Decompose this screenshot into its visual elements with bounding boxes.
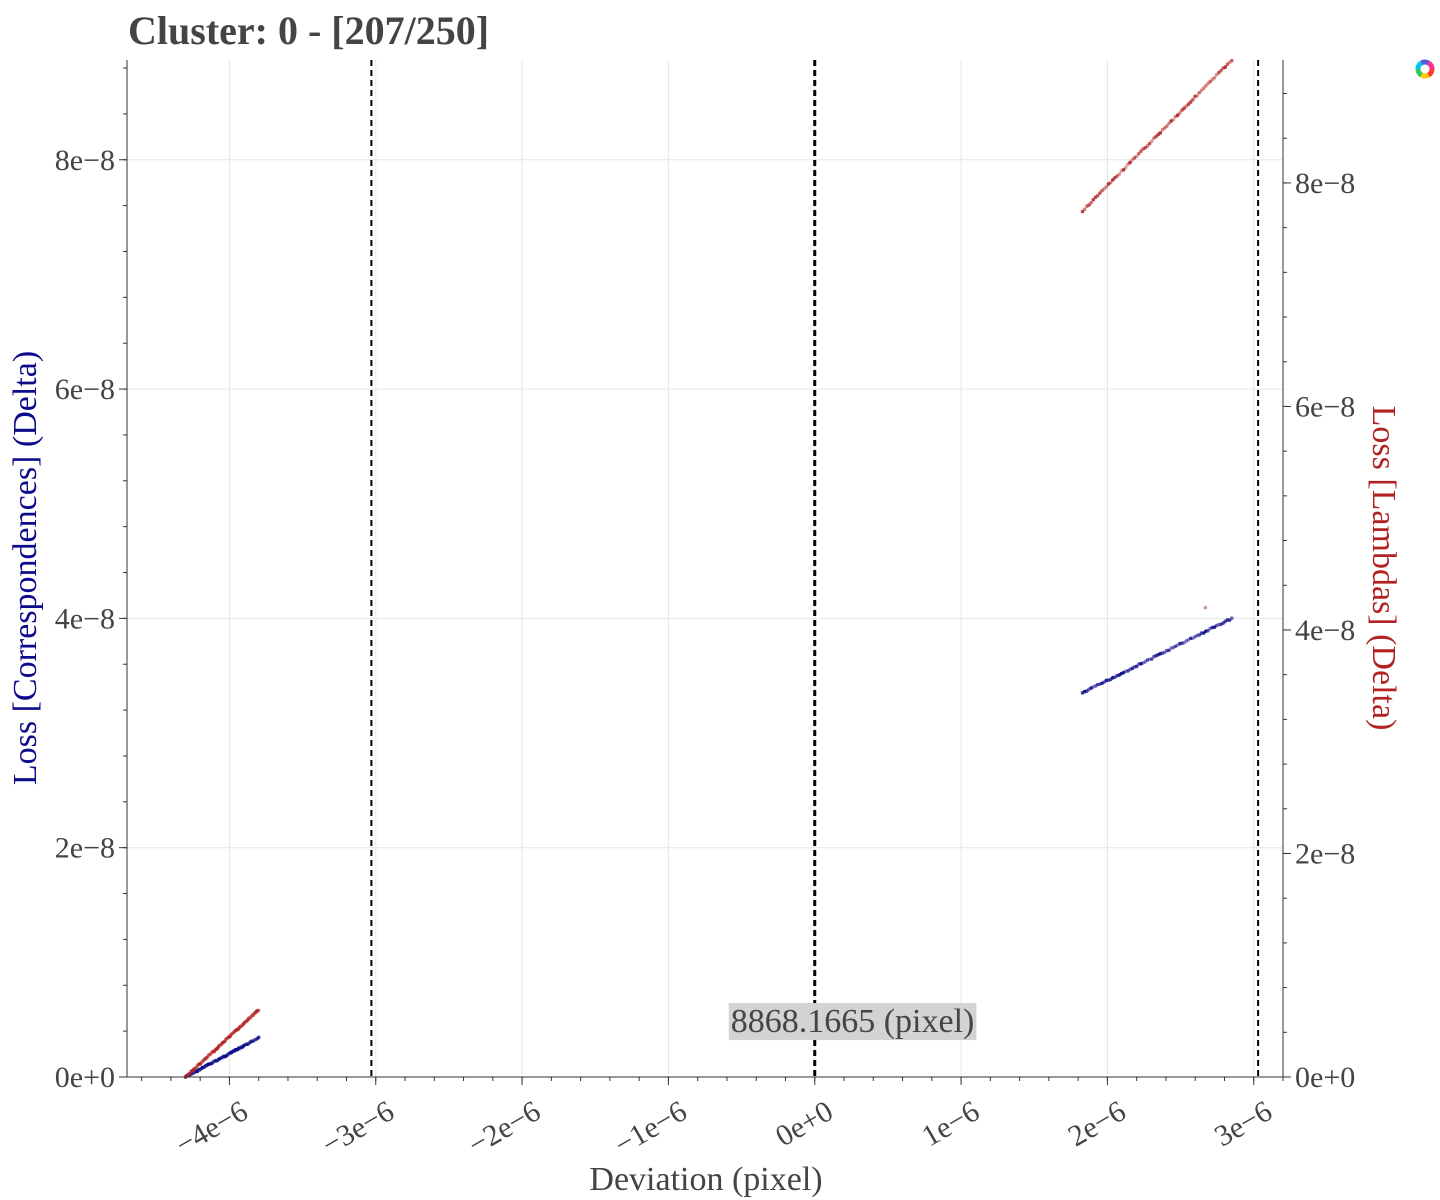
data-point bbox=[1115, 174, 1119, 178]
data-point bbox=[255, 1009, 260, 1013]
annotation-label: 8868.1665 (pixel) bbox=[731, 1003, 975, 1040]
data-point bbox=[1223, 65, 1228, 69]
data-point bbox=[204, 1055, 209, 1060]
color-wheel-icon[interactable] bbox=[1415, 59, 1435, 79]
data-point bbox=[242, 1043, 246, 1048]
data-point bbox=[1134, 664, 1139, 669]
y-left-tick-label: 8e−8 bbox=[55, 144, 115, 177]
y-right-tick-label: 4e−8 bbox=[1295, 614, 1355, 647]
y-right-tick-label: 6e−8 bbox=[1295, 390, 1355, 423]
data-point bbox=[1089, 686, 1093, 690]
x-axis-label: Deviation (pixel) bbox=[589, 1161, 822, 1198]
data-point bbox=[1188, 636, 1193, 641]
y-right-tick-label: 8e−8 bbox=[1295, 167, 1355, 200]
data-point bbox=[1111, 178, 1115, 182]
data-point bbox=[1199, 88, 1204, 93]
data-point bbox=[1136, 151, 1141, 156]
data-point bbox=[1128, 160, 1132, 165]
data-point bbox=[1091, 197, 1096, 202]
data-point bbox=[1191, 97, 1195, 102]
y-left-tick-label: 4e−8 bbox=[55, 602, 115, 635]
data-point bbox=[1134, 154, 1139, 159]
data-point bbox=[1108, 180, 1113, 185]
data-point bbox=[1188, 100, 1193, 104]
data-point bbox=[1197, 90, 1202, 95]
axes bbox=[123, 60, 1287, 1081]
data-point bbox=[1095, 193, 1100, 198]
data-point bbox=[1139, 149, 1143, 154]
data-point bbox=[1204, 84, 1208, 88]
data-point bbox=[1089, 200, 1093, 205]
data-point bbox=[1182, 106, 1186, 110]
data-point bbox=[1121, 670, 1126, 675]
data-point bbox=[1149, 139, 1154, 144]
y-right-axis-ticks: 0e+0 2e−8 4e−8 6e−8 8e−8 bbox=[1283, 167, 1355, 1094]
data-point bbox=[1080, 209, 1085, 214]
data-point bbox=[251, 1039, 256, 1044]
data-point bbox=[1178, 111, 1182, 115]
y-right-axis-label: Loss [Lambdas] (Delta) bbox=[1365, 406, 1402, 731]
y-right-tick-label: 2e−8 bbox=[1295, 837, 1355, 870]
data-point bbox=[1201, 86, 1206, 91]
data-point bbox=[1145, 144, 1150, 148]
y-left-axis-ticks: 0e+0 2e−8 4e−8 6e−8 8e−8 bbox=[55, 144, 127, 1094]
data-point bbox=[256, 1035, 261, 1040]
data-point bbox=[1121, 167, 1126, 172]
grid bbox=[127, 60, 1283, 1078]
data-point bbox=[1169, 119, 1174, 123]
data-point bbox=[1082, 207, 1087, 212]
data-point bbox=[1219, 68, 1223, 73]
data-point bbox=[1117, 172, 1122, 177]
data-point bbox=[1175, 113, 1180, 117]
data-point bbox=[1158, 131, 1163, 135]
data-point bbox=[1195, 93, 1199, 98]
y-left-tick-label: 0e+0 bbox=[55, 1061, 115, 1094]
y-left-tick-label: 6e−8 bbox=[55, 373, 115, 406]
data-point bbox=[1229, 616, 1234, 620]
annotation: 8868.1665 (pixel) bbox=[728, 1003, 977, 1041]
data-point bbox=[1229, 58, 1234, 63]
data-point bbox=[1203, 605, 1208, 610]
data-point bbox=[208, 1052, 212, 1057]
data-point bbox=[1100, 188, 1104, 193]
data-point bbox=[1123, 165, 1128, 170]
data-point bbox=[1212, 75, 1217, 80]
data-point bbox=[256, 1008, 261, 1013]
data-point bbox=[207, 1053, 211, 1057]
data-point bbox=[1167, 121, 1171, 126]
data-point bbox=[1098, 191, 1102, 195]
annotation-background bbox=[728, 1003, 977, 1041]
data-point bbox=[1087, 203, 1091, 207]
data-point bbox=[1167, 648, 1171, 653]
data-point bbox=[1145, 658, 1150, 662]
data-point bbox=[1165, 124, 1169, 128]
y-left-tick-label: 2e−8 bbox=[55, 832, 115, 865]
data-point bbox=[1104, 185, 1109, 189]
data-point bbox=[1149, 657, 1154, 661]
data-point bbox=[1173, 644, 1178, 649]
data-point bbox=[198, 1062, 203, 1066]
y-right-tick-label: 0e+0 bbox=[1295, 1061, 1355, 1094]
data-point bbox=[1147, 141, 1152, 146]
y-left-axis-label: Loss [Correspondences] (Delta) bbox=[7, 351, 44, 785]
data-point bbox=[1184, 639, 1189, 643]
data-points bbox=[183, 58, 1234, 1079]
chart-title: Cluster: 0 - [207/250] bbox=[128, 8, 489, 53]
data-point bbox=[1171, 117, 1176, 122]
